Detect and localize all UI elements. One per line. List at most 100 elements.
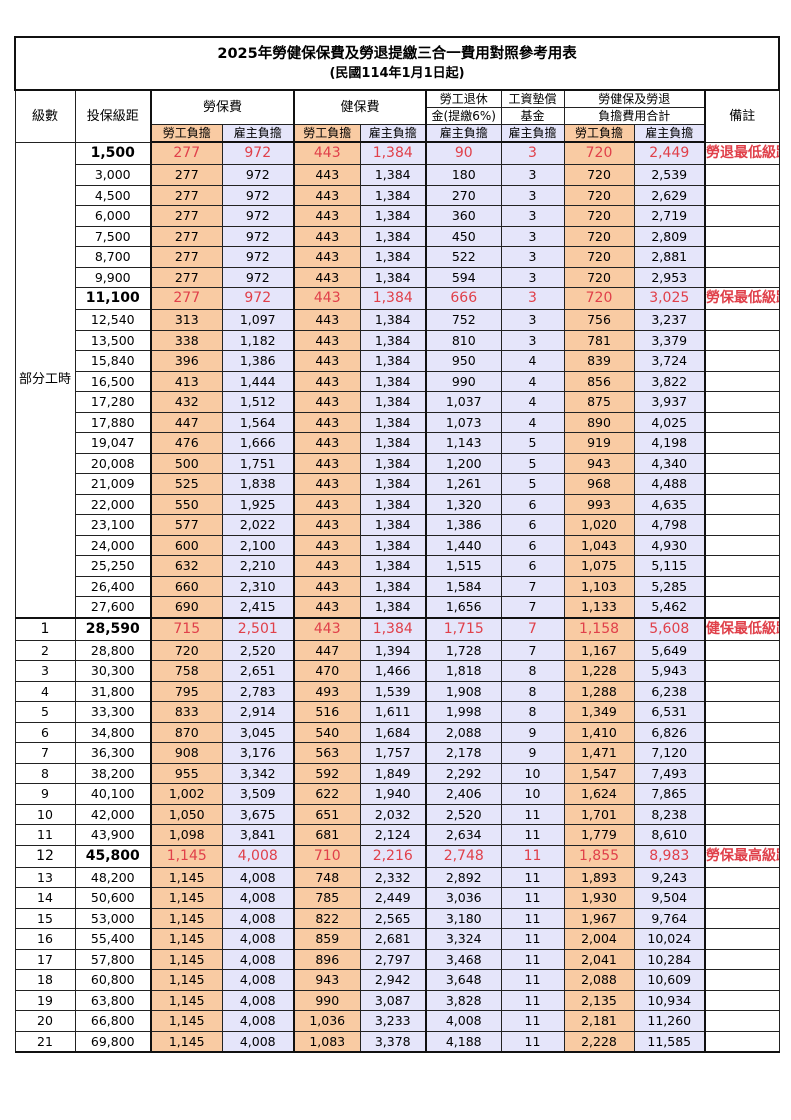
cell-health-worker: 443 (293, 287, 361, 310)
cell-total-worker: 720 (563, 141, 635, 165)
cell-health-employer: 2,332 (359, 866, 427, 888)
table-row: 20 66,800 1,145 4,008 1,036 3,233 4,008 11 2,181… (14, 1010, 780, 1032)
cell-salary: 11,100 (74, 287, 152, 310)
cell-pension-employer: 2,406 (425, 783, 502, 805)
cell-health-worker: 443 (293, 555, 361, 577)
cell-level: 11 (14, 824, 76, 846)
cell-wage-fund-employer: 11 (500, 1030, 565, 1053)
cell-total-worker: 2,088 (563, 969, 635, 991)
cell-total-worker: 993 (563, 493, 635, 515)
cell-wage-fund-employer: 6 (500, 514, 565, 536)
cell-total-employer: 2,629 (633, 184, 706, 206)
cell-salary: 7,500 (74, 225, 152, 247)
cell-total-employer: 3,025 (633, 287, 706, 310)
cell-health-employer: 2,681 (359, 928, 427, 950)
cell-total-worker: 1,288 (563, 680, 635, 702)
cell-labor-worker: 600 (150, 534, 223, 556)
cell-total-worker: 1,167 (563, 639, 635, 661)
header-health-worker: 勞工負擔 (293, 124, 361, 143)
cell-health-employer: 1,384 (359, 432, 427, 454)
cell-salary: 17,280 (74, 391, 152, 413)
cell-health-worker: 443 (293, 246, 361, 268)
cell-salary: 48,200 (74, 866, 152, 888)
cell-labor-employer: 2,022 (221, 514, 295, 536)
cell-wage-fund-employer: 8 (500, 680, 565, 702)
cell-labor-worker: 277 (150, 266, 223, 288)
cell-labor-worker: 720 (150, 639, 223, 661)
cell-labor-worker: 632 (150, 555, 223, 577)
header-note: 備註 (703, 89, 780, 143)
cell-health-worker: 447 (293, 639, 361, 661)
cell-note (703, 411, 780, 433)
cell-wage-fund-employer: 11 (500, 1010, 565, 1032)
header-total-worker: 勞工負擔 (563, 124, 635, 143)
cell-health-employer: 1,384 (359, 246, 427, 268)
table-row: 13,500 338 1,182 443 1,384 810 3 781 3,379 (15, 329, 780, 351)
cell-total-employer: 9,243 (633, 866, 706, 888)
cell-salary: 33,300 (74, 701, 152, 723)
cell-health-worker: 516 (293, 701, 361, 723)
cell-total-worker: 1,103 (563, 575, 635, 597)
cell-level: 10 (14, 803, 76, 825)
header-salary: 投保級距 (74, 89, 152, 143)
cell-salary: 43,900 (74, 824, 152, 846)
cell-level: 4 (14, 680, 76, 702)
cell-note (703, 887, 780, 909)
cell-wage-fund-employer: 3 (500, 309, 565, 331)
cell-salary: 17,880 (74, 411, 152, 433)
cell-health-worker: 443 (293, 514, 361, 536)
table-row: 25,250 632 2,210 443 1,384 1,515 6 1,075 5,115 (15, 555, 780, 577)
cell-pension-employer: 1,037 (425, 391, 502, 413)
cell-health-worker: 443 (293, 329, 361, 351)
cell-total-worker: 1,075 (563, 555, 635, 577)
cell-pension-employer: 1,728 (425, 639, 502, 661)
cell-total-employer: 8,238 (633, 803, 706, 825)
cell-note (703, 555, 780, 577)
header-wage-2: 基金 (500, 107, 565, 125)
cell-pension-employer: 950 (425, 350, 502, 372)
cell-health-employer: 1,384 (359, 555, 427, 577)
cell-health-worker: 443 (293, 225, 361, 247)
cell-health-worker: 651 (293, 803, 361, 825)
cell-wage-fund-employer: 7 (500, 639, 565, 661)
cell-health-worker: 1,036 (293, 1010, 361, 1032)
cell-salary: 40,100 (74, 783, 152, 805)
cell-health-worker: 493 (293, 680, 361, 702)
cell-level: 6 (14, 721, 76, 743)
cell-note (703, 391, 780, 413)
cell-total-worker: 720 (563, 205, 635, 227)
cell-salary: 28,800 (74, 639, 152, 661)
header-wage-employer: 雇主負擔 (500, 124, 565, 143)
cell-salary: 24,000 (74, 534, 152, 556)
cell-salary: 22,000 (74, 493, 152, 515)
cell-total-worker: 2,041 (563, 948, 635, 970)
cell-pension-employer: 1,998 (425, 701, 502, 723)
header-health-employer: 雇主負擔 (359, 124, 427, 143)
cell-pension-employer: 180 (425, 164, 502, 186)
cell-labor-worker: 660 (150, 575, 223, 597)
cell-wage-fund-employer: 11 (500, 844, 565, 868)
cell-labor-employer: 3,841 (221, 824, 295, 846)
cell-health-worker: 990 (293, 989, 361, 1011)
cell-health-employer: 1,466 (359, 660, 427, 682)
cell-salary: 28,590 (74, 616, 152, 641)
cell-note: 健保最低級距 (703, 616, 780, 641)
cell-wage-fund-employer: 11 (500, 824, 565, 846)
cell-note (703, 329, 780, 351)
cell-wage-fund-employer: 4 (500, 370, 565, 392)
cell-labor-worker: 833 (150, 701, 223, 723)
cell-total-worker: 856 (563, 370, 635, 392)
cell-health-employer: 1,684 (359, 721, 427, 743)
cell-labor-worker: 870 (150, 721, 223, 743)
cell-health-worker: 785 (293, 887, 361, 909)
cell-total-worker: 781 (563, 329, 635, 351)
cell-salary: 25,250 (74, 555, 152, 577)
cell-salary: 55,400 (74, 928, 152, 950)
cell-labor-worker: 1,145 (150, 844, 223, 868)
cell-health-employer: 2,797 (359, 948, 427, 970)
table-row: 11 43,900 1,098 3,841 681 2,124 2,634 11 1,779 8,… (14, 824, 780, 846)
cell-labor-employer: 972 (221, 266, 295, 288)
cell-total-worker: 720 (563, 246, 635, 268)
cell-total-worker: 943 (563, 452, 635, 474)
